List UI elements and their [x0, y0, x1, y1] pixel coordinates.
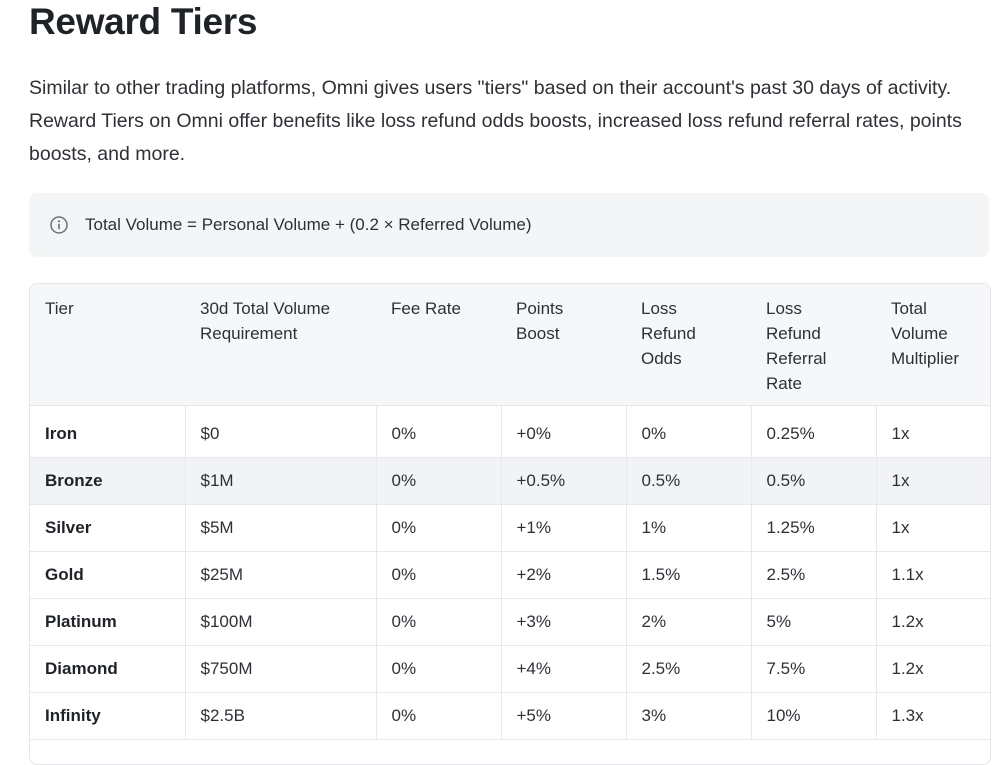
loss-refund-referral-rate: 10%	[750, 692, 876, 740]
tier-name: Platinum	[30, 598, 185, 646]
table-header-row: Tier 30d Total Volume Requirement Fee Ra…	[30, 284, 990, 406]
fee-rate: 0%	[375, 504, 501, 552]
table-row: Platinum $100M 0% +3% 2% 5% 1.2x	[30, 598, 990, 646]
points-boost: +3%	[500, 598, 626, 646]
total-volume-multiplier: 1x	[875, 504, 990, 552]
total-volume-multiplier: 1.3x	[875, 692, 990, 740]
volume-requirement: $0	[184, 405, 376, 458]
volume-requirement: $25M	[184, 551, 376, 599]
header-loss-refund-odds: Loss Refund Odds	[626, 284, 751, 406]
tier-name: Bronze	[30, 457, 185, 505]
fee-rate: 0%	[375, 692, 501, 740]
points-boost: +1%	[500, 504, 626, 552]
table-row: Gold $25M 0% +2% 1.5% 2.5% 1.1x	[30, 551, 990, 599]
loss-refund-referral-rate: 5%	[750, 598, 876, 646]
volume-requirement: $750M	[184, 645, 376, 693]
header-loss-refund-referral-rate: Loss Refund Referral Rate	[751, 284, 876, 406]
callout-text: Total Volume = Personal Volume + (0.2 × …	[85, 215, 532, 234]
points-boost: +0.5%	[500, 457, 626, 505]
page: Reward Tiers Similar to other trading pl…	[29, 1, 991, 765]
loss-refund-odds: 2%	[625, 598, 751, 646]
points-boost: +5%	[500, 692, 626, 740]
points-boost: +4%	[500, 645, 626, 693]
volume-requirement: $100M	[184, 598, 376, 646]
loss-refund-referral-rate: 2.5%	[750, 551, 876, 599]
loss-refund-referral-rate: 1.25%	[750, 504, 876, 552]
fee-rate: 0%	[375, 405, 501, 458]
header-fee-rate: Fee Rate	[376, 284, 501, 406]
loss-refund-referral-rate: 0.5%	[750, 457, 876, 505]
info-icon	[50, 216, 68, 234]
reward-tiers-table: Tier 30d Total Volume Requirement Fee Ra…	[29, 283, 991, 765]
total-volume-multiplier: 1x	[875, 457, 990, 505]
points-boost: +2%	[500, 551, 626, 599]
loss-refund-referral-rate: 7.5%	[750, 645, 876, 693]
tier-name: Silver	[30, 504, 185, 552]
table-row: Bronze $1M 0% +0.5% 0.5% 0.5% 1x	[30, 457, 990, 505]
loss-refund-odds: 3%	[625, 692, 751, 740]
intro-paragraph: Similar to other trading platforms, Omni…	[29, 77, 962, 165]
loss-refund-referral-rate: 0.25%	[750, 405, 876, 458]
volume-requirement: $1M	[184, 457, 376, 505]
fee-rate: 0%	[375, 551, 501, 599]
loss-refund-odds: 0%	[625, 405, 751, 458]
table-row: Iron $0 0% +0% 0% 0.25% 1x	[30, 405, 990, 458]
fee-rate: 0%	[375, 457, 501, 505]
total-volume-multiplier: 1.1x	[875, 551, 990, 599]
header-points-boost: Points Boost	[501, 284, 626, 406]
fee-rate: 0%	[375, 645, 501, 693]
total-volume-multiplier: 1x	[875, 405, 990, 458]
total-volume-multiplier: 1.2x	[875, 598, 990, 646]
header-total-volume-multiplier: Total Volume Multiplier	[876, 284, 990, 406]
table-row: Diamond $750M 0% +4% 2.5% 7.5% 1.2x	[30, 645, 990, 693]
total-volume-multiplier: 1.2x	[875, 645, 990, 693]
table-row: Silver $5M 0% +1% 1% 1.25% 1x	[30, 504, 990, 552]
fee-rate: 0%	[375, 598, 501, 646]
loss-refund-odds: 1%	[625, 504, 751, 552]
volume-requirement: $2.5B	[184, 692, 376, 740]
volume-requirement: $5M	[184, 504, 376, 552]
page-title: Reward Tiers	[29, 1, 258, 42]
tier-name: Diamond	[30, 645, 185, 693]
info-callout: Total Volume = Personal Volume + (0.2 × …	[29, 193, 989, 257]
points-boost: +0%	[500, 405, 626, 458]
tier-name: Infinity	[30, 692, 185, 740]
header-tier: Tier	[30, 284, 185, 406]
table-row: Infinity $2.5B 0% +5% 3% 10% 1.3x	[30, 692, 990, 740]
tier-name: Iron	[30, 405, 185, 458]
loss-refund-odds: 1.5%	[625, 551, 751, 599]
loss-refund-odds: 0.5%	[625, 457, 751, 505]
tier-name: Gold	[30, 551, 185, 599]
loss-refund-odds: 2.5%	[625, 645, 751, 693]
header-volume-requirement: 30d Total Volume Requirement	[185, 284, 376, 406]
